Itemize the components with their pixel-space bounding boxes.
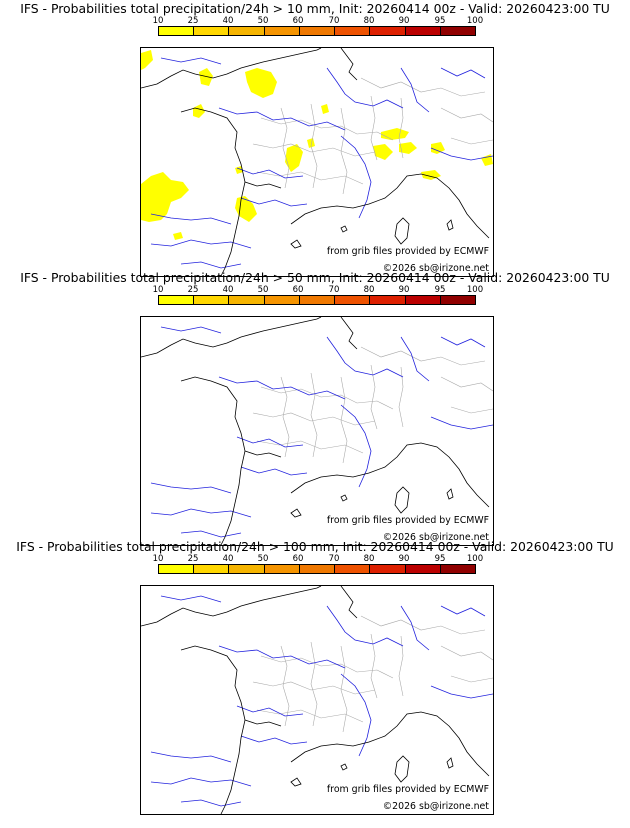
tick-label: 50 — [257, 285, 269, 295]
coastlines — [141, 586, 490, 814]
colorbar-segment — [405, 565, 441, 573]
rivers — [150, 326, 493, 538]
colorbar-segment — [370, 27, 406, 35]
source-credit: from grib files provided by ECMWF — [326, 515, 489, 526]
copyright-credit: ©2026 sb@irizone.net — [382, 801, 489, 812]
colorbar-segment — [370, 565, 406, 573]
map-area: from grib files provided by ECMWF ©2026 … — [140, 316, 494, 546]
colorbar-segment — [159, 296, 195, 304]
tick-label: 80 — [363, 554, 375, 564]
basemap — [141, 48, 493, 276]
rivers — [150, 57, 493, 269]
tick-label: 25 — [187, 285, 199, 295]
tick-label: 25 — [187, 554, 199, 564]
borders — [252, 77, 493, 195]
colorbar-segment — [264, 27, 300, 35]
colorbar-segment — [229, 27, 265, 35]
colorbar-segment — [264, 296, 300, 304]
tick-label: 60 — [292, 554, 304, 564]
panel-title: IFS - Probabilities total precipitation/… — [16, 539, 614, 554]
colorbar — [158, 26, 476, 36]
tick-label: 80 — [363, 16, 375, 26]
map-panel-100mm: IFS - Probabilities total precipitation/… — [0, 538, 630, 815]
tick-label: 60 — [292, 285, 304, 295]
coastlines — [141, 48, 490, 276]
tick-label: 25 — [187, 16, 199, 26]
tick-label: 40 — [222, 285, 234, 295]
colorbar-segment — [440, 296, 475, 304]
tick-label: 100 — [466, 16, 484, 26]
tick-label: 90 — [398, 285, 410, 295]
colorbar — [158, 295, 476, 305]
tick-label: 50 — [257, 16, 269, 26]
basemap — [141, 317, 493, 545]
borders — [252, 346, 493, 464]
colorbar-segment — [229, 565, 265, 573]
tick-label: 70 — [328, 16, 340, 26]
tick-label: 100 — [466, 554, 484, 564]
tick-label: 70 — [328, 554, 340, 564]
colorbar-segment — [335, 565, 371, 573]
tick-label: 40 — [222, 16, 234, 26]
colorbar-segment — [440, 27, 475, 35]
colorbar-segment — [194, 27, 230, 35]
map-area: from grib files provided by ECMWF ©2026 … — [140, 585, 494, 815]
precip-areas — [141, 50, 493, 240]
source-credit: from grib files provided by ECMWF — [326, 246, 489, 257]
source-credit: from grib files provided by ECMWF — [326, 784, 489, 795]
colorbar-segment — [370, 296, 406, 304]
colorbar-segment — [335, 296, 371, 304]
panel-title: IFS - Probabilities total precipitation/… — [20, 1, 610, 16]
basemap — [141, 586, 493, 814]
colorbar-ticks: 10 25 40 50 60 70 80 90 95 100 — [153, 554, 484, 564]
copyright-credit: ©2026 sb@irizone.net — [382, 532, 489, 543]
map-panel-10mm: IFS - Probabilities total precipitation/… — [0, 0, 630, 277]
colorbar-segment — [194, 565, 230, 573]
colorbar-segment — [194, 296, 230, 304]
rivers — [150, 595, 493, 807]
coastlines — [141, 317, 490, 545]
colorbar-segment — [299, 565, 336, 573]
map-panel-50mm: IFS - Probabilities total precipitation/… — [0, 269, 630, 546]
colorbar-segment — [405, 27, 441, 35]
tick-label: 10 — [152, 285, 164, 295]
borders — [252, 615, 493, 733]
tick-label: 100 — [466, 285, 484, 295]
tick-label: 10 — [152, 554, 164, 564]
tick-label: 90 — [398, 554, 410, 564]
colorbar-segment — [229, 296, 265, 304]
tick-label: 95 — [434, 285, 446, 295]
tick-label: 95 — [434, 16, 446, 26]
tick-label: 80 — [363, 285, 375, 295]
colorbar-segment — [299, 296, 336, 304]
colorbar-ticks: 10 25 40 50 60 70 80 90 95 100 — [153, 285, 484, 295]
colorbar-segment — [299, 27, 336, 35]
colorbar-segment — [159, 27, 195, 35]
copyright-credit: ©2026 sb@irizone.net — [382, 263, 489, 274]
panel-title: IFS - Probabilities total precipitation/… — [20, 270, 610, 285]
colorbar-ticks: 10 25 40 50 60 70 80 90 95 100 — [153, 16, 484, 26]
tick-label: 10 — [152, 16, 164, 26]
colorbar-segment — [440, 565, 475, 573]
colorbar-segment — [264, 565, 300, 573]
tick-label: 70 — [328, 285, 340, 295]
tick-label: 50 — [257, 554, 269, 564]
tick-label: 95 — [434, 554, 446, 564]
colorbar — [158, 564, 476, 574]
map-area: from grib files provided by ECMWF ©2026 … — [140, 47, 494, 277]
colorbar-segment — [405, 296, 441, 304]
colorbar-segment — [159, 565, 195, 573]
tick-label: 60 — [292, 16, 304, 26]
tick-label: 40 — [222, 554, 234, 564]
tick-label: 90 — [398, 16, 410, 26]
colorbar-segment — [335, 27, 371, 35]
